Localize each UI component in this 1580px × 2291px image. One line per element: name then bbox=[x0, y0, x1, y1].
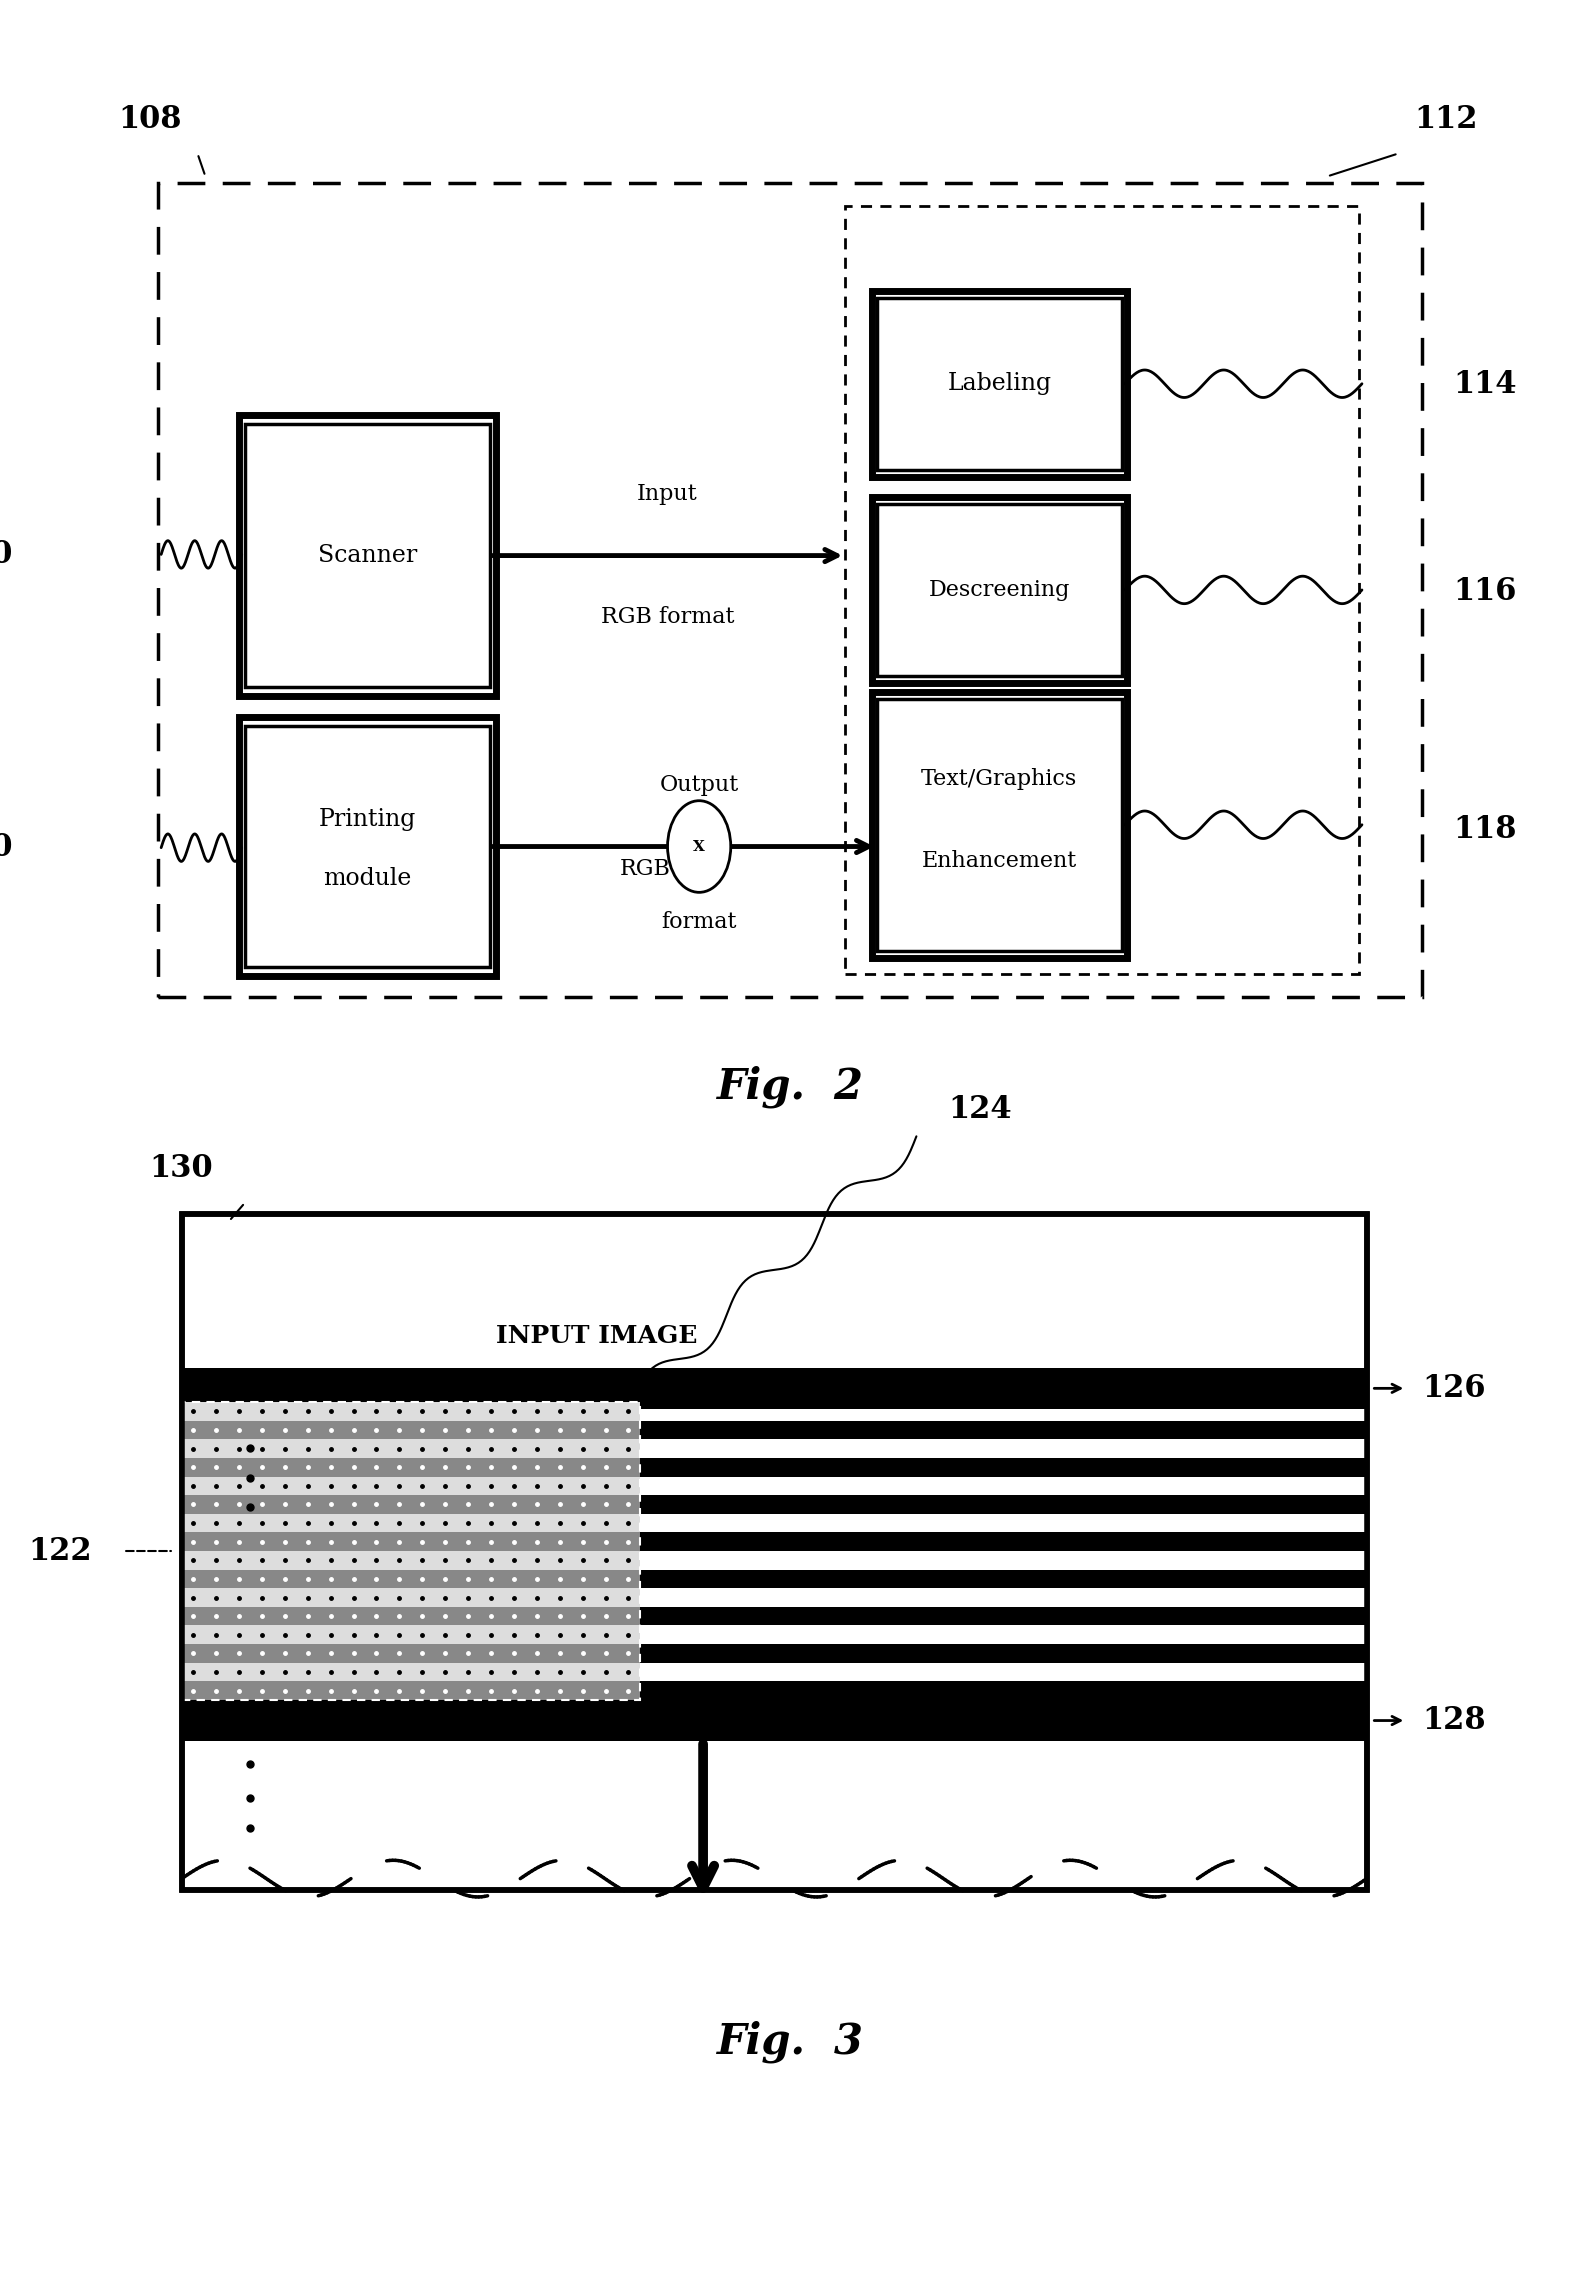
Text: 126: 126 bbox=[1422, 1372, 1485, 1404]
Text: RGB: RGB bbox=[673, 859, 725, 880]
Bar bbox=[182, 1478, 1367, 1496]
Bar bbox=[182, 1627, 640, 1645]
Bar bbox=[182, 1682, 1367, 1700]
Bar bbox=[182, 1627, 1367, 1645]
Bar bbox=[877, 298, 1122, 470]
Bar bbox=[182, 1588, 640, 1606]
Bar bbox=[245, 424, 490, 687]
Bar bbox=[239, 717, 496, 976]
Bar bbox=[182, 1402, 640, 1420]
Bar bbox=[182, 1496, 1367, 1514]
Bar bbox=[182, 1551, 640, 1569]
Text: X: X bbox=[694, 839, 705, 855]
Bar bbox=[182, 1402, 1367, 1420]
Bar bbox=[872, 497, 1127, 683]
Text: Descreening: Descreening bbox=[929, 580, 1070, 600]
Bar bbox=[182, 1439, 640, 1457]
Bar bbox=[182, 1420, 1367, 1439]
Text: RGB format: RGB format bbox=[600, 607, 735, 628]
Bar bbox=[182, 1606, 1367, 1627]
Bar bbox=[182, 1606, 640, 1627]
Text: 108: 108 bbox=[118, 103, 182, 135]
Text: Text/Graphics: Text/Graphics bbox=[921, 767, 1078, 790]
Bar bbox=[182, 1368, 1367, 1409]
Text: Labeling: Labeling bbox=[948, 371, 1051, 396]
Bar bbox=[182, 1214, 1367, 1890]
Text: 124: 124 bbox=[948, 1093, 1011, 1125]
Bar bbox=[182, 1663, 1367, 1682]
Circle shape bbox=[667, 802, 730, 893]
Bar bbox=[872, 291, 1127, 477]
Bar bbox=[182, 1457, 640, 1478]
Text: format: format bbox=[662, 912, 736, 932]
Text: Printing: Printing bbox=[319, 806, 416, 832]
Bar bbox=[182, 1569, 1367, 1588]
Text: 122: 122 bbox=[28, 1535, 92, 1567]
Bar bbox=[182, 1569, 640, 1588]
Bar bbox=[158, 183, 1422, 997]
Text: 128: 128 bbox=[1422, 1705, 1485, 1737]
Bar bbox=[182, 1588, 1367, 1606]
Text: Fig.  2: Fig. 2 bbox=[716, 1065, 864, 1109]
Bar bbox=[182, 1402, 640, 1700]
Text: 118: 118 bbox=[1454, 813, 1517, 845]
Bar bbox=[182, 1457, 1367, 1478]
Text: module: module bbox=[324, 866, 411, 891]
Bar bbox=[182, 1663, 640, 1682]
Text: 114: 114 bbox=[1454, 369, 1517, 401]
Bar bbox=[182, 1551, 1367, 1569]
Bar bbox=[182, 1420, 640, 1439]
Bar bbox=[182, 1514, 1367, 1533]
Bar bbox=[845, 206, 1359, 974]
Bar bbox=[245, 726, 490, 967]
Text: 120: 120 bbox=[0, 832, 13, 864]
Bar bbox=[182, 1645, 640, 1663]
Text: Scanner: Scanner bbox=[318, 543, 417, 568]
Bar bbox=[182, 1682, 640, 1700]
Text: Fig.  3: Fig. 3 bbox=[716, 2021, 864, 2064]
Text: RGB: RGB bbox=[619, 859, 672, 880]
Bar bbox=[182, 1496, 640, 1514]
Text: Output: Output bbox=[659, 774, 739, 797]
Text: Enhancement: Enhancement bbox=[921, 850, 1078, 873]
Bar bbox=[182, 1533, 640, 1551]
Bar bbox=[182, 1645, 1367, 1663]
Text: 130: 130 bbox=[150, 1152, 213, 1184]
Bar bbox=[877, 504, 1122, 676]
Bar bbox=[182, 1700, 1367, 1741]
Text: INPUT IMAGE: INPUT IMAGE bbox=[496, 1324, 697, 1347]
Text: 116: 116 bbox=[1454, 575, 1517, 607]
Bar bbox=[182, 1514, 640, 1533]
Text: 110: 110 bbox=[0, 538, 13, 570]
Bar bbox=[182, 1478, 640, 1496]
Text: 112: 112 bbox=[1414, 103, 1477, 135]
Bar bbox=[877, 699, 1122, 951]
Bar bbox=[182, 1439, 1367, 1457]
Bar bbox=[872, 692, 1127, 958]
Bar bbox=[182, 1214, 1367, 1890]
Bar bbox=[239, 415, 496, 696]
Text: Input: Input bbox=[637, 483, 698, 506]
Bar bbox=[182, 1533, 1367, 1551]
